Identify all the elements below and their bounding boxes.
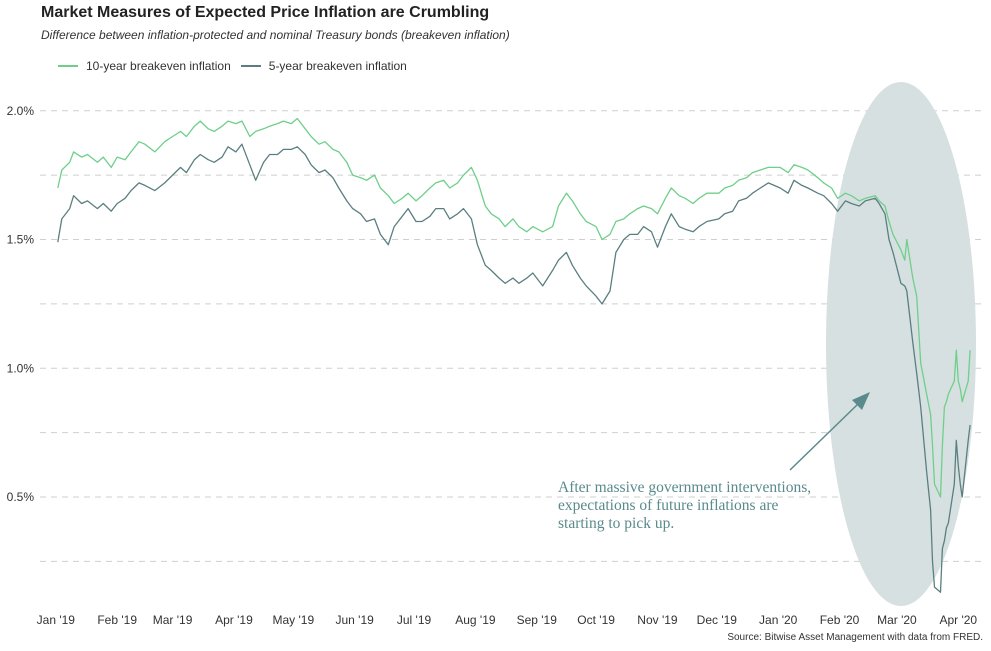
x-tick-label: Mar '19 [153, 613, 193, 627]
legend-item-5-year: 5-year breakeven inflation [240, 59, 407, 73]
annotation-text: After massive government interventions, … [558, 479, 815, 532]
legend: 10-year breakeven inflation 5-year break… [58, 59, 417, 73]
series-line-10-year [57, 117, 971, 498]
x-tick-label: Dec '19 [697, 613, 738, 627]
x-tick-label: Feb '19 [97, 613, 137, 627]
x-tick-label: Jun '19 [336, 613, 375, 627]
x-tick-label: Jul '19 [397, 613, 432, 627]
legend-item-10-year: 10-year breakeven inflation [58, 59, 231, 73]
highlight-ellipse [826, 82, 976, 606]
x-tick-label: Aug '19 [455, 613, 496, 627]
source-note: Source: Bitwise Asset Management with da… [727, 632, 983, 643]
x-tick-label: Jan '20 [759, 613, 798, 627]
annotation-arrow-head [852, 392, 870, 410]
y-axis: 0.5% 1.0% 1.5% 2.0% [7, 104, 35, 504]
series-lines [57, 117, 971, 593]
annotation-arrow [789, 403, 859, 471]
chart-title: Market Measures of Expected Price Inflat… [41, 4, 490, 21]
annotation: After massive government interventions, … [558, 392, 870, 532]
x-tick-label: Mar '20 [877, 613, 917, 627]
annotation-line-3: starting to pick up. [558, 515, 674, 532]
x-tick-label: Sep '19 [517, 613, 558, 627]
x-tick-label: Oct '19 [577, 613, 615, 627]
series-line-5-year [57, 143, 971, 593]
annotation-line-2: expectations of future inflations are [558, 497, 778, 514]
y-tick-label: 0.5% [7, 490, 35, 504]
y-tick-label: 1.5% [7, 233, 35, 247]
x-tick-label: May '19 [272, 613, 314, 627]
legend-swatch-10-year [58, 65, 78, 67]
x-tick-label: Apr '20 [939, 613, 977, 627]
x-axis: Jan '19 Feb '19 Mar '19 Apr '19 May '19 Jun '… [37, 613, 978, 627]
chart-subtitle: Difference between inflation-protected a… [41, 28, 510, 42]
legend-label-10-year: 10-year breakeven inflation [86, 59, 231, 73]
legend-label-5-year: 5-year breakeven inflation [268, 59, 407, 73]
x-tick-label: Nov '19 [637, 613, 678, 627]
annotation-line-1: After massive government interventions, [558, 479, 811, 496]
y-tick-label: 1.0% [7, 361, 35, 375]
x-tick-label: Jan '19 [37, 613, 76, 627]
x-tick-label: Apr '19 [215, 613, 253, 627]
x-tick-label: Feb '20 [820, 613, 860, 627]
legend-swatch-5-year [240, 65, 261, 67]
y-tick-label: 2.0% [7, 104, 35, 118]
